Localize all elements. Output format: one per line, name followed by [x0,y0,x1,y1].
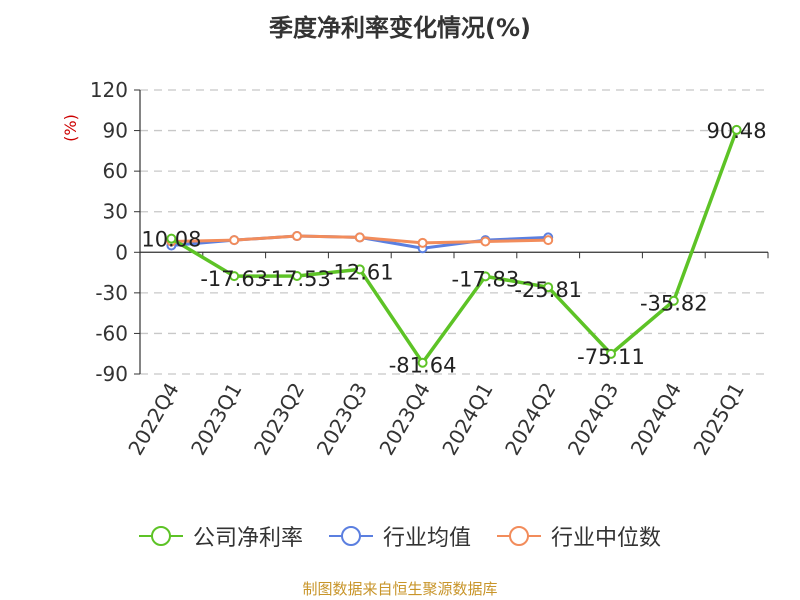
data-point [354,232,365,243]
y-tick-label: -30 [95,281,128,305]
data-point [731,124,742,135]
legend-label: 行业中位数 [551,526,662,551]
data-point [543,282,554,293]
x-tick-label: 2024Q2 [500,379,560,460]
x-tick-label: 2023Q4 [374,379,434,460]
y-tick-label: 60 [103,159,128,183]
y-tick-label: -90 [95,362,128,386]
data-label: -25.81 [514,278,582,302]
data-label: -17.83 [452,267,520,291]
data-point [229,271,240,282]
data-point [292,231,302,242]
data-point [292,270,302,281]
x-tick-label: 2023Q1 [186,379,246,460]
source-note: 制图数据来自恒生聚源数据库 [302,580,498,598]
x-tick-label: 2024Q3 [563,379,623,460]
grid-layer [140,89,768,375]
data-point [480,236,491,247]
legend: 公司净利率 行业均值 行业中位数 [0,520,800,552]
data-label: -75.11 [577,345,645,369]
data-label: -17.53 [263,267,331,291]
data-point [417,357,428,368]
x-tick-label: 2024Q4 [626,379,686,460]
data-label: -81.64 [389,354,457,378]
data-point [354,264,365,275]
y-tick-label: 30 [103,200,128,224]
legend-label: 公司净利率 [192,526,303,551]
y-tick-label: 120 [90,78,128,102]
data-point [229,235,240,246]
legend-label: 行业均值 [382,526,471,551]
y-axis-label: (%) [61,114,80,142]
data-point [668,295,679,306]
x-tick-label: 2023Q3 [312,379,372,460]
series-line [170,129,739,365]
data-point [166,233,177,244]
legend-item-company[interactable]: 公司净利率 [138,520,303,552]
data-label: -35.82 [640,292,708,316]
data-label: -12.61 [326,260,394,284]
chart-title: 季度净利率变化情况(%) [269,14,531,42]
y-tick-label: 90 [103,119,128,143]
data-point [606,348,616,359]
y-tick-label: 0 [115,240,128,264]
x-tick-label: 2023Q2 [249,379,309,460]
data-point [480,271,491,282]
data-label: 10.08 [141,228,201,252]
data-label: 90.48 [707,119,767,143]
legend-marker-icon [328,526,373,546]
data-label: -17.63 [200,267,268,291]
data-label-layer: 10.08 -17.63-17.53-12.61 -81.64 -17.83-25.8… [141,119,766,378]
data-point [543,235,554,246]
x-tick-label: 2022Q4 [123,379,183,460]
legend-marker-icon [138,526,183,546]
legend-marker-icon [497,526,541,546]
legend-item-industry-median[interactable]: 行业中位数 [497,520,661,552]
series-layer [166,124,742,368]
x-tick-label: 2024Q1 [437,379,497,460]
data-point [417,237,428,248]
y-tick-label: -60 [95,321,128,345]
x-tick-label: 2025Q1 [688,379,748,460]
legend-item-industry-avg[interactable]: 行业均值 [328,520,471,552]
